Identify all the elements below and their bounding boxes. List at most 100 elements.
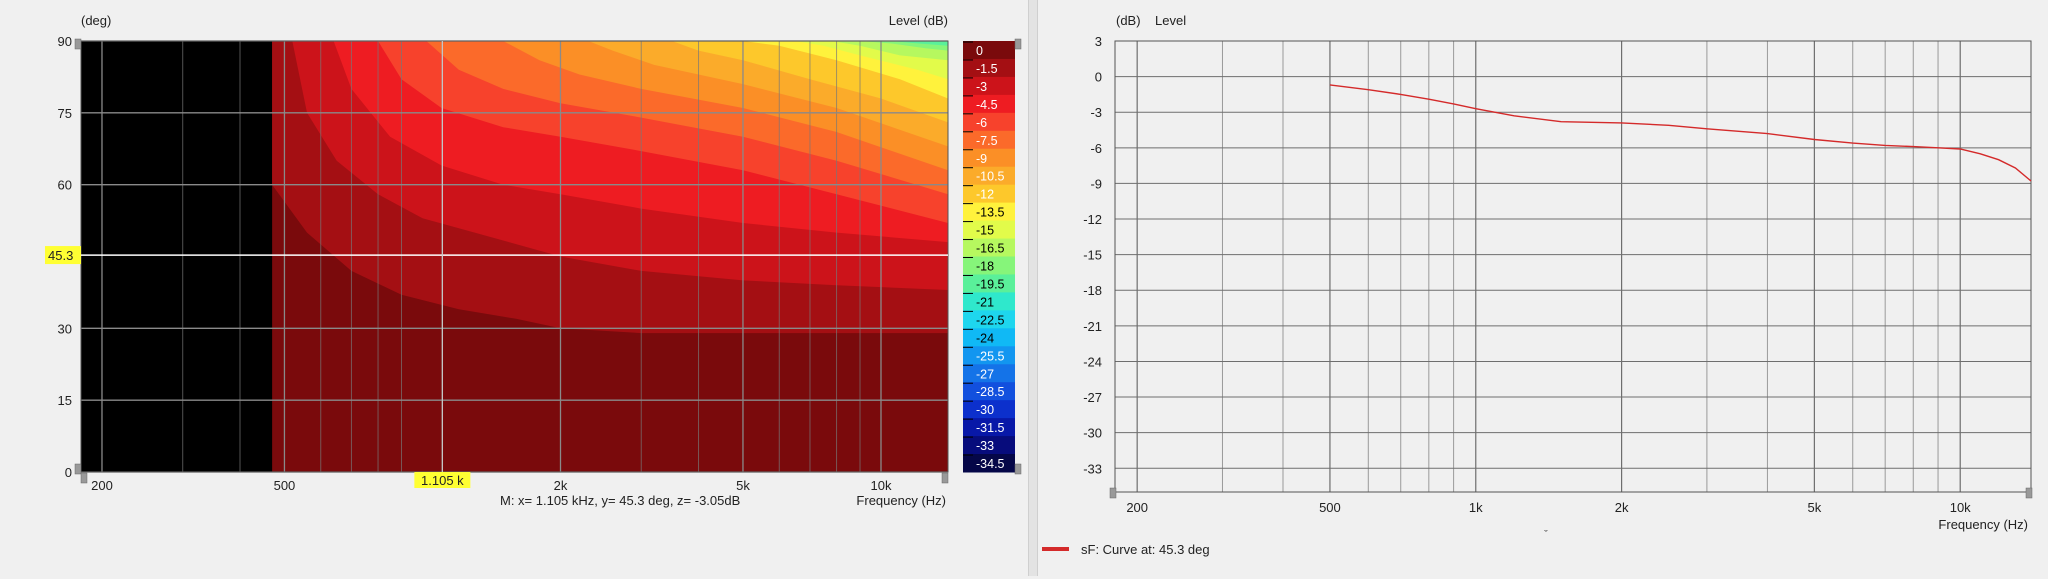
x-tick-label: 200 — [1126, 500, 1148, 515]
color-scale-label: -16.5 — [976, 242, 1005, 256]
x-tick-label: 200 — [91, 478, 113, 493]
color-scale-label: -4.5 — [976, 98, 998, 112]
color-scale-swatch — [963, 400, 1015, 419]
color-scale-label: -21 — [976, 295, 994, 309]
x-tick-label: 2k — [554, 478, 568, 493]
y-tick-label: 3 — [1095, 34, 1102, 49]
scale-range-handle[interactable] — [1014, 463, 1022, 475]
color-scale-label: -7.5 — [976, 134, 998, 148]
x-tick-label: 2k — [1615, 500, 1629, 515]
y-axis-title: Level — [1155, 13, 1186, 28]
y-tick-label: -27 — [1083, 390, 1102, 405]
x-axis-label: Frequency (Hz) — [856, 493, 946, 508]
color-scale-label: -31.5 — [976, 421, 1005, 435]
color-scale-label: -28.5 — [976, 385, 1005, 399]
y-tick-label: -21 — [1083, 319, 1102, 334]
color-scale-swatch — [963, 220, 1015, 240]
legend-label[interactable]: sF: Curve at: 45.3 deg — [1081, 542, 1210, 557]
x-tick-label: 500 — [1319, 500, 1341, 515]
level-curve-chart[interactable]: (dB) Level 3 0 -3 -6 -9 -12 -15 -18 -21 -24 -27 -30 -3… — [1038, 0, 2048, 576]
color-scale-swatch — [963, 310, 1015, 329]
color-scale-label: -1.5 — [976, 62, 998, 76]
y-tick-label: -18 — [1083, 283, 1102, 298]
color-scale-swatch — [963, 436, 1015, 455]
color-scale-swatch — [963, 346, 1015, 365]
y-tick-label: 75 — [58, 106, 72, 121]
legend-title: Level (dB) — [889, 13, 948, 28]
scale-range-handle[interactable] — [1014, 38, 1022, 50]
color-scale-label: -34.5 — [976, 457, 1005, 471]
color-scale-label: 0 — [976, 44, 983, 58]
directivity-contour-chart[interactable]: (deg) Level (dB) 90 75 60 45.3 30 15 0 200 500 1.10… — [0, 0, 1028, 576]
plot-frame — [1114, 40, 2032, 493]
color-scale-label: -22.5 — [976, 313, 1005, 327]
color-scale-label: -12 — [976, 188, 994, 202]
color-scale-label: -27 — [976, 367, 994, 381]
color-scale-label: -13.5 — [976, 206, 1005, 220]
color-scale-swatch — [963, 130, 1015, 150]
color-scale-swatch — [963, 94, 1015, 114]
y-tick-label: 15 — [58, 393, 72, 408]
chevron-down-icon[interactable]: ˇ — [1544, 529, 1548, 541]
x-axis-label: Frequency (Hz) — [1938, 517, 2028, 532]
color-scale-label: -15 — [976, 224, 994, 238]
y-axis-unit: (dB) — [1116, 13, 1141, 28]
pane-splitter[interactable] — [1028, 0, 1038, 576]
color-scale-swatch — [963, 184, 1015, 204]
y-tick-label: 0 — [1095, 70, 1102, 85]
color-scale-swatch — [963, 256, 1015, 275]
y-tick-label: 30 — [58, 321, 72, 336]
color-scale-label: -19.5 — [976, 277, 1005, 291]
y-axis-unit: (deg) — [81, 13, 111, 28]
color-scale-label: -33 — [976, 439, 994, 453]
color-scale-label: -9 — [976, 152, 987, 166]
plot-area — [1115, 41, 2031, 492]
y-tick-label: -30 — [1083, 426, 1102, 441]
color-scale-swatch — [963, 166, 1015, 186]
color-scale-swatch — [963, 382, 1015, 401]
curve-pane: (dB) Level 3 0 -3 -6 -9 -12 -15 -18 -21 -24 -27 -30 -3… — [1038, 0, 2048, 576]
y-tick-label: -24 — [1083, 354, 1102, 369]
y-tick-label: 90 — [58, 34, 72, 49]
color-scale-swatch — [963, 364, 1015, 383]
axis-range-handle[interactable] — [1109, 487, 1117, 499]
directivity-map-pane: (deg) Level (dB) 90 75 60 45.3 30 15 0 200 500 1.10… — [0, 0, 1028, 576]
axis-range-handle[interactable] — [74, 463, 82, 475]
color-scale-swatch — [963, 76, 1015, 96]
color-scale-swatch — [963, 238, 1015, 257]
y-tick-label: -3 — [1090, 105, 1102, 120]
color-scale-swatch — [963, 148, 1015, 168]
x-tick-label: 1k — [1469, 500, 1483, 515]
color-scale-swatch — [963, 58, 1015, 78]
color-scale-swatch — [963, 112, 1015, 132]
color-scale-label: -10.5 — [976, 170, 1005, 184]
axis-range-handle[interactable] — [941, 472, 949, 484]
color-scale-swatch — [963, 41, 1015, 60]
axis-range-handle[interactable] — [2025, 487, 2033, 499]
color-scale-swatch — [963, 202, 1015, 222]
color-scale-swatch — [963, 418, 1015, 437]
color-scale-label: -3 — [976, 80, 987, 94]
color-scale-swatch — [963, 454, 1015, 473]
x-tick-label: 5k — [736, 478, 750, 493]
color-scale-label: -24 — [976, 331, 994, 345]
axis-range-handle[interactable] — [80, 472, 88, 484]
cursor-readout: M: x= 1.105 kHz, y= 45.3 deg, z= -3.05dB — [500, 493, 740, 508]
x-tick-label: 500 — [274, 478, 296, 493]
cursor-x-label-bg — [414, 472, 471, 488]
color-scale-label: -25.5 — [976, 349, 1005, 363]
y-tick-label: -33 — [1083, 461, 1102, 476]
axis-range-handle[interactable] — [74, 38, 82, 50]
cursor-y-label-bg — [45, 246, 81, 265]
contour-band — [890, 41, 948, 46]
color-scale-label: -30 — [976, 403, 994, 417]
color-scale-swatch — [963, 292, 1015, 311]
curve-grid — [1115, 40, 2031, 492]
color-scale-label: -18 — [976, 260, 994, 274]
cursor-y-label: 45.3 — [48, 248, 73, 263]
y-tick-label: 0 — [65, 465, 72, 480]
color-scale-label: -6 — [976, 116, 987, 130]
series-line-curve-45-deg[interactable] — [1329, 84, 2032, 182]
y-tick-label: -12 — [1083, 212, 1102, 227]
